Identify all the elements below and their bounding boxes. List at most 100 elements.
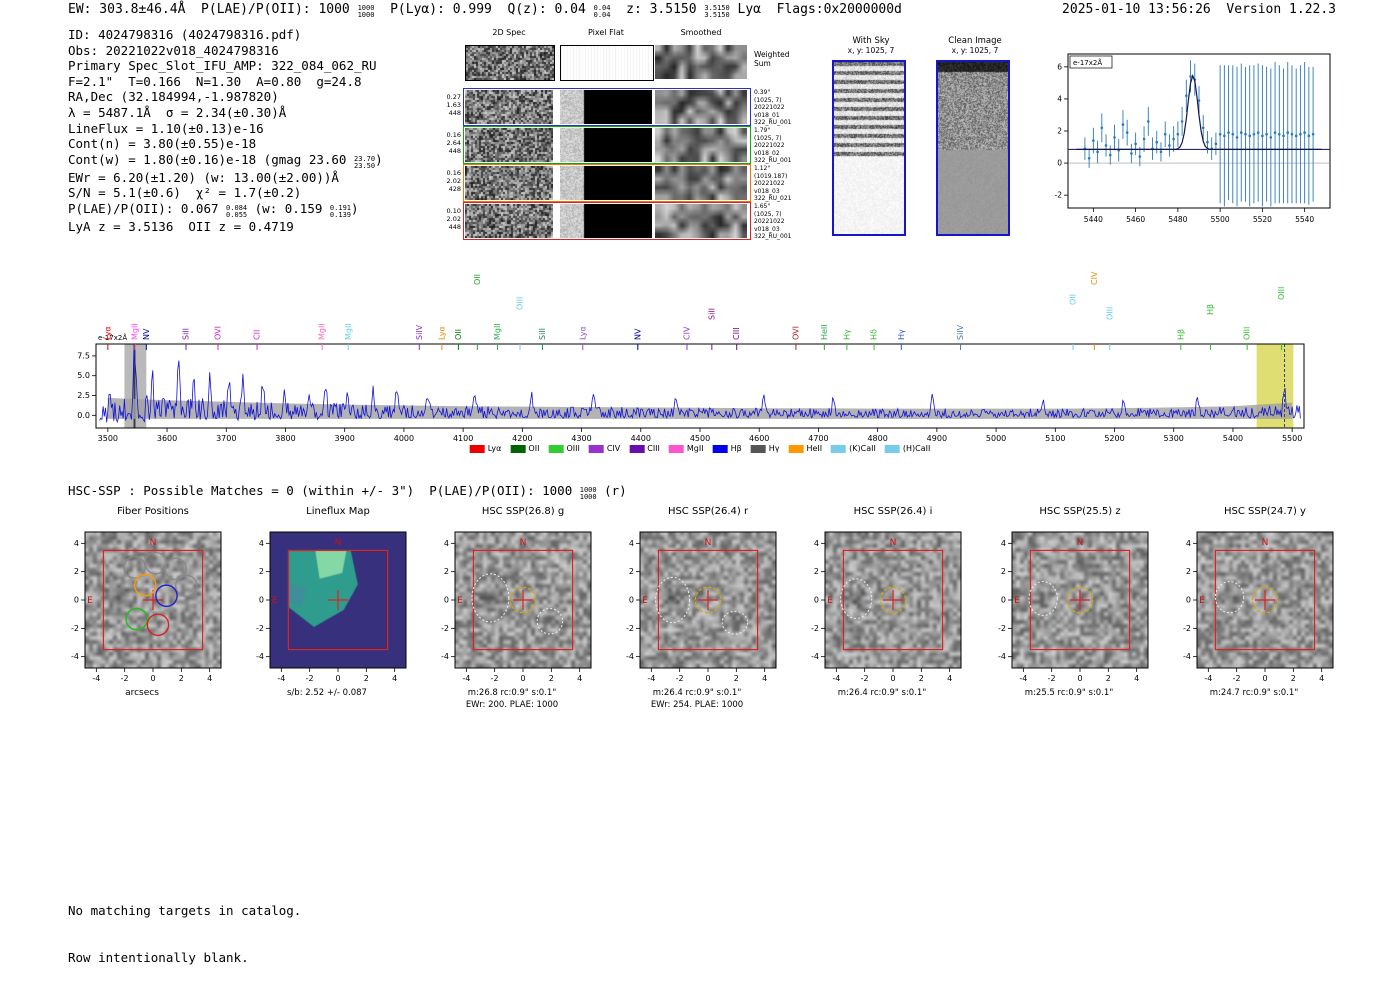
legend-item: Hβ — [712, 444, 742, 453]
cutout-caption: m:25.5 rc:0.9" s:0.1" — [1024, 688, 1114, 698]
svg-text:OII: OII — [454, 329, 463, 340]
svg-text:4200: 4200 — [512, 434, 532, 443]
svg-text:N: N — [1077, 538, 1084, 548]
legend-swatch — [629, 444, 645, 453]
spectrum-legend: Lyα OII OIII CIV CIII MgII Hβ Hγ HeII (K)CaII (H)C… — [469, 444, 930, 453]
svg-text:5.0: 5.0 — [77, 371, 90, 380]
svg-text:2: 2 — [629, 567, 634, 576]
legend-swatch — [548, 444, 564, 453]
legend-item: Lyα — [469, 444, 502, 453]
svg-text:MgII: MgII — [318, 323, 327, 340]
stacked-value: 3.5150 3.5150 — [704, 3, 730, 19]
cutout-title: Fiber Positions — [117, 506, 189, 517]
svg-text:2: 2 — [179, 674, 184, 683]
svg-text:2: 2 — [1186, 567, 1191, 576]
svg-text:4100: 4100 — [453, 434, 473, 443]
svg-text:OII: OII — [473, 274, 482, 285]
svg-text:-2: -2 — [1183, 624, 1191, 633]
svg-text:4: 4 — [444, 539, 449, 548]
svg-text:E: E — [457, 596, 463, 606]
cutout-title: HSC SSP(24.7) y — [1224, 506, 1306, 517]
spec2d-row-border — [463, 202, 751, 240]
svg-text:N: N — [890, 538, 897, 548]
svg-text:E: E — [272, 596, 278, 606]
legend-swatch — [668, 444, 684, 453]
svg-text:5520: 5520 — [1253, 215, 1272, 224]
svg-text:0.0: 0.0 — [77, 411, 90, 420]
svg-text:Hγ: Hγ — [897, 329, 906, 340]
pixel-flat-image — [560, 90, 652, 124]
svg-text:-4: -4 — [92, 674, 100, 683]
svg-text:N: N — [1262, 538, 1269, 548]
with-sky-image — [832, 60, 906, 236]
info-line: RA,Dec (32.184994,-1.987820) — [68, 89, 279, 105]
svg-text:OIII: OIII — [1243, 327, 1252, 340]
clean-image-coords: x, y: 1025, 7 — [951, 46, 999, 55]
svg-text:-4: -4 — [1204, 674, 1212, 683]
svg-text:0: 0 — [1057, 159, 1062, 168]
cutout-overlay: -4 -4 -2 -2 0 0 2 2 4 4 N E — [441, 531, 592, 683]
col-title-2dspec: 2D Spec — [492, 28, 526, 37]
svg-text:0: 0 — [259, 596, 264, 605]
svg-text:2: 2 — [364, 674, 369, 683]
svg-text:5100: 5100 — [1045, 434, 1065, 443]
legend-swatch — [469, 444, 485, 453]
legend-label: (K)CaII — [849, 444, 876, 453]
legend-item: MgII — [668, 444, 704, 453]
svg-text:5300: 5300 — [1164, 434, 1184, 443]
svg-text:0: 0 — [629, 596, 634, 605]
svg-text:4: 4 — [259, 539, 264, 548]
svg-text:OIII: OIII — [1277, 287, 1286, 300]
svg-text:CIV: CIV — [682, 326, 691, 340]
footer-line-1: No matching targets in catalog. — [68, 903, 302, 919]
svg-text:SiII: SiII — [538, 328, 547, 340]
svg-text:CIV: CIV — [1090, 271, 1099, 285]
with-sky-coords: x, y: 1025, 7 — [847, 46, 895, 55]
svg-text:-4: -4 — [626, 652, 634, 661]
svg-text:4: 4 — [629, 539, 634, 548]
svg-text:4: 4 — [207, 674, 212, 683]
svg-text:-2: -2 — [861, 674, 869, 683]
svg-text:4600: 4600 — [749, 434, 769, 443]
svg-text:MgII: MgII — [493, 323, 502, 340]
cutout-caption: m:24.7 rc:0.9" s:0.1" — [1209, 688, 1299, 698]
svg-text:3800: 3800 — [275, 434, 295, 443]
clean-image-panel: Clean Image x, y: 1025, 7 — [932, 36, 1018, 236]
svg-text:OII: OII — [1069, 294, 1078, 305]
smoothed-image — [655, 128, 747, 162]
svg-text:Hβ: Hβ — [1176, 329, 1185, 340]
stacked-value: 0.191 0.139 — [329, 203, 351, 219]
timestamp: 2025-01-10 13:56:26 — [1062, 2, 1211, 17]
svg-text:N: N — [150, 538, 157, 548]
svg-text:-4: -4 — [647, 674, 655, 683]
svg-text:5200: 5200 — [1104, 434, 1124, 443]
svg-text:N: N — [705, 538, 712, 548]
spec2d-image — [465, 128, 553, 162]
full-spectrum-plot: 3500 3600 3700 3800 3900 4000 4100 4200 4300 4400… — [77, 271, 1305, 443]
svg-text:5480: 5480 — [1168, 215, 1187, 224]
svg-text:MgII: MgII — [131, 323, 140, 340]
version: Version 1.22.3 — [1226, 2, 1336, 17]
legend-item: OII — [510, 444, 539, 453]
svg-text:4: 4 — [392, 674, 397, 683]
svg-text:CIII: CIII — [732, 327, 741, 340]
cutout-caption: EWr: 200. PLAE: 1000 — [465, 700, 559, 710]
info-line: P(LAE)/P(OII): 0.067 0.084 0.055 (w: 0.15… — [68, 200, 359, 219]
legend-label: Lyα — [487, 444, 502, 453]
cutout-overlay: -4 -4 -2 -2 0 0 2 2 4 4 N E — [71, 531, 222, 683]
svg-text:-2: -2 — [626, 624, 634, 633]
svg-text:0: 0 — [1077, 674, 1082, 683]
svg-text:6: 6 — [1057, 62, 1062, 71]
info-line: EWr = 6.20(±1.20) (w: 13.00(±2.00))Å — [68, 169, 339, 185]
svg-text:2: 2 — [444, 567, 449, 576]
legend-item: (K)CaII — [831, 444, 876, 453]
svg-text:CII: CII — [253, 330, 262, 340]
svg-text:-4: -4 — [811, 652, 819, 661]
svg-text:-4: -4 — [71, 652, 79, 661]
pixel-flat-image — [560, 128, 652, 162]
col-title-pixelflat: Pixel Flat — [588, 28, 624, 37]
